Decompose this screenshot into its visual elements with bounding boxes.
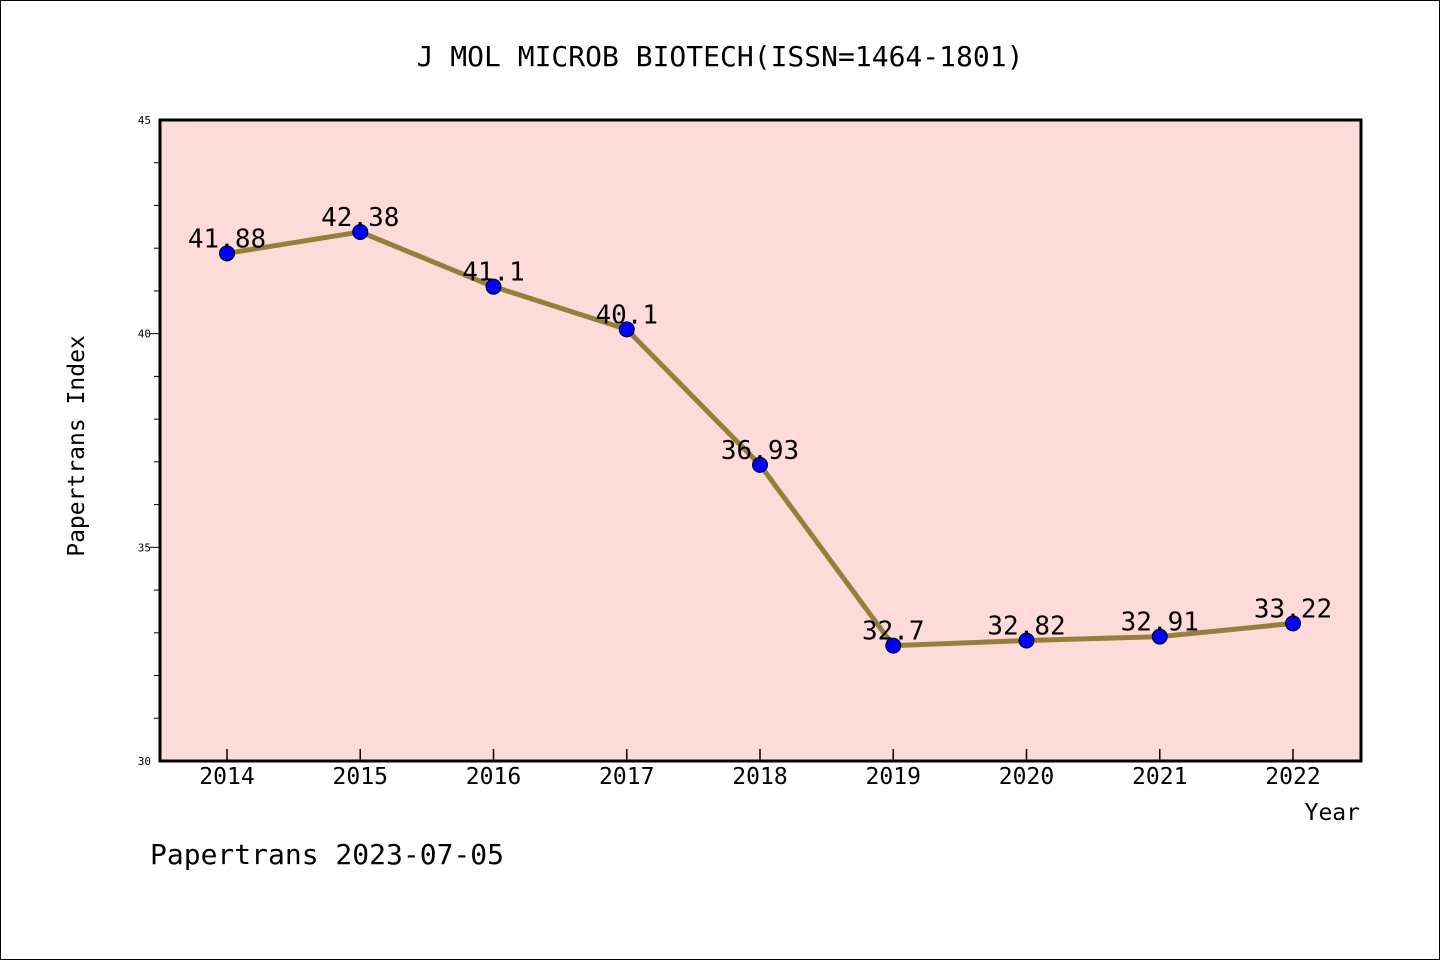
data-point (752, 456, 768, 473)
data-point (618, 321, 635, 338)
y-tick-label: 45 (138, 114, 151, 127)
data-label: 36.93 (721, 436, 799, 466)
x-tick-label: 2020 (999, 764, 1054, 790)
data-point (1285, 615, 1301, 632)
data-label: 40.1 (595, 300, 658, 330)
x-tick-label: 2016 (466, 764, 521, 790)
marker-group (219, 223, 1301, 654)
y-axis-label: Papertrans Index (64, 335, 90, 557)
y-tick-label: 30 (138, 755, 151, 768)
x-tick-label: 2014 (199, 764, 254, 790)
x-tick-label: 2017 (599, 764, 654, 790)
x-tick-label: 2021 (1132, 764, 1187, 790)
y-tick-label: 40 (138, 328, 151, 341)
x-axis-label: Year (1305, 800, 1360, 826)
x-tick-label: 2022 (1265, 764, 1320, 790)
x-tick-label: 2015 (333, 764, 388, 790)
data-point (485, 278, 502, 295)
data-label: 33.22 (1254, 594, 1332, 624)
data-point (1018, 632, 1035, 649)
x-tick-label: 2018 (732, 764, 787, 790)
data-label: 32.82 (987, 611, 1065, 641)
data-point (352, 223, 369, 240)
x-tick-label: 2019 (866, 764, 921, 790)
y-axis: 30 35 40 45 (138, 114, 160, 768)
data-label-group: 41.88 42.38 41.1 40.1 36.93 32.7 32.82 32.91 33.… (188, 203, 1332, 647)
data-label: 32.7 (862, 617, 925, 647)
footer-text: Papertrans 2023-07-05 (150, 838, 504, 871)
x-axis: 2014 2015 2016 2017 2018 2019 2020 2021 2022 (199, 749, 1321, 790)
y-tick-label: 35 (138, 541, 151, 554)
data-point (885, 637, 902, 654)
data-label: 32.91 (1121, 608, 1199, 638)
chart-title: J MOL MICROB BIOTECH(ISSN=1464-1801) (417, 40, 1024, 73)
data-label: 41.1 (462, 258, 525, 288)
data-label: 42.38 (321, 203, 399, 233)
data-label: 41.88 (188, 224, 266, 254)
data-point (1151, 628, 1168, 645)
data-point (219, 245, 235, 262)
